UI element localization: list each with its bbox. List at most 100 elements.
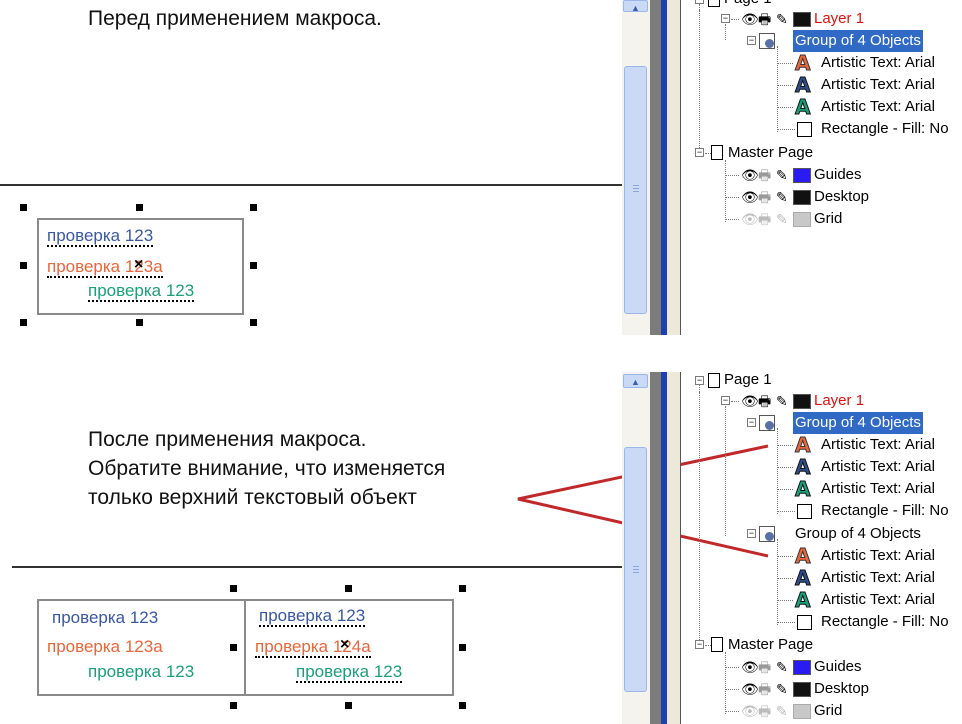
pencil-icon[interactable]: ✎ xyxy=(776,189,788,205)
pencil-icon[interactable]: ✎ xyxy=(776,167,788,183)
artistic-text-icon: A xyxy=(794,455,811,479)
item-label: Artistic Text: Arial xyxy=(821,547,935,564)
tree-item-desktop[interactable]: 👁 🖶 ✎ Desktop xyxy=(681,186,962,208)
tree-item-group[interactable]: − Group of 4 Objects xyxy=(681,30,962,52)
selection-handle[interactable] xyxy=(136,204,143,211)
tree-item-grid[interactable]: 👁 🖶 ✎ Grid xyxy=(681,208,962,230)
eye-icon[interactable]: 👁 xyxy=(741,189,759,205)
selection-handle[interactable] xyxy=(459,585,466,592)
tree-item-group[interactable]: − Group of 4 Objects xyxy=(681,412,962,434)
eye-icon[interactable]: 👁 xyxy=(741,703,759,719)
eye-icon[interactable]: 👁 xyxy=(741,681,759,697)
eye-icon[interactable]: 👁 xyxy=(741,659,759,675)
tree-item-text[interactable]: A Artistic Text: Arial xyxy=(681,74,962,96)
canvas-edge xyxy=(650,372,661,724)
artistic-text-green[interactable]: проверка 123 xyxy=(88,662,194,682)
artistic-text-orange[interactable]: проверка 123a xyxy=(47,257,163,278)
tree-item-master-page[interactable]: − Master Page xyxy=(681,634,962,656)
tree-item-rectangle[interactable]: Rectangle - Fill: No xyxy=(681,611,962,633)
rectangle-object[interactable] xyxy=(37,599,246,696)
rectangle-object[interactable] xyxy=(244,599,454,696)
tree-item-rectangle[interactable]: Rectangle - Fill: No xyxy=(681,500,962,522)
printer-icon[interactable]: 🖶 xyxy=(758,703,772,719)
tree-item-page[interactable]: − Page 1 xyxy=(681,0,962,10)
color-swatch xyxy=(793,660,811,675)
printer-icon[interactable]: 🖶 xyxy=(758,393,772,409)
selection-handle[interactable] xyxy=(459,644,466,651)
pencil-icon[interactable]: ✎ xyxy=(776,681,788,697)
printer-icon[interactable]: 🖶 xyxy=(758,659,772,675)
eye-icon[interactable]: 👁 xyxy=(741,11,759,27)
tree-item-text[interactable]: A Artistic Text: Arial xyxy=(681,478,962,500)
artistic-text-green[interactable]: проверка 123 xyxy=(88,281,195,302)
tree-item-text[interactable]: A Artistic Text: Arial xyxy=(681,52,962,74)
pencil-icon[interactable]: ✎ xyxy=(776,659,788,675)
tree-item-text[interactable]: A Artistic Text: Arial xyxy=(681,434,962,456)
item-label: Guides xyxy=(814,658,862,675)
printer-icon[interactable]: 🖶 xyxy=(758,11,772,27)
printer-icon[interactable]: 🖶 xyxy=(758,189,772,205)
selection-handle[interactable] xyxy=(20,262,27,269)
scrollbar-thumb[interactable] xyxy=(624,447,647,692)
tree-item-layer[interactable]: − 👁 🖶 ✎ Layer 1 xyxy=(681,8,962,30)
text-value: проверка 123 xyxy=(47,226,154,247)
group-icon xyxy=(759,33,775,49)
artistic-text-blue[interactable]: проверка 123 xyxy=(52,608,158,628)
selection-handle[interactable] xyxy=(20,319,27,326)
artistic-text-icon: A xyxy=(794,544,811,568)
artistic-text-orange[interactable]: проверка 123a xyxy=(47,637,163,657)
tree-item-text[interactable]: A Artistic Text: Arial xyxy=(681,567,962,589)
selection-handle[interactable] xyxy=(250,262,257,269)
printer-icon[interactable]: 🖶 xyxy=(758,211,772,227)
selection-handle[interactable] xyxy=(230,585,237,592)
tree-item-text[interactable]: A Artistic Text: Arial xyxy=(681,456,962,478)
tree-item-text[interactable]: A Artistic Text: Arial xyxy=(681,545,962,567)
selection-handle[interactable] xyxy=(345,585,352,592)
scroll-up-button[interactable]: ▲ xyxy=(623,0,648,13)
tree-item-page[interactable]: − Page 1 xyxy=(681,372,962,391)
scrollbar-thumb[interactable] xyxy=(624,66,647,314)
rectangle-object[interactable] xyxy=(37,218,244,315)
pencil-icon[interactable]: ✎ xyxy=(776,11,788,27)
pencil-icon[interactable]: ✎ xyxy=(776,703,788,719)
text-value: проверка 124a xyxy=(255,637,371,658)
artistic-text-orange[interactable]: проверка 124a xyxy=(255,637,371,658)
eye-icon[interactable]: 👁 xyxy=(741,167,759,183)
tree-item-text[interactable]: A Artistic Text: Arial xyxy=(681,96,962,118)
artistic-text-icon: A xyxy=(794,566,811,590)
tree-item-rectangle[interactable]: Rectangle - Fill: No xyxy=(681,118,962,140)
artistic-text-blue[interactable]: проверка 123 xyxy=(259,606,366,627)
page-icon xyxy=(711,637,723,652)
artistic-text-blue[interactable]: проверка 123 xyxy=(47,226,154,247)
tree-item-group[interactable]: − Group of 4 Objects xyxy=(681,523,962,545)
color-swatch xyxy=(793,212,811,227)
tree-item-guides[interactable]: 👁 🖶 ✎ Guides xyxy=(681,164,962,186)
pencil-icon[interactable]: ✎ xyxy=(776,211,788,227)
printer-icon[interactable]: 🖶 xyxy=(758,681,772,697)
selection-handle[interactable] xyxy=(136,319,143,326)
tree-item-layer[interactable]: − 👁 🖶 ✎ Layer 1 xyxy=(681,390,962,412)
selection-handle[interactable] xyxy=(250,319,257,326)
page-icon xyxy=(708,0,720,7)
selection-handle[interactable] xyxy=(20,204,27,211)
eye-icon[interactable]: 👁 xyxy=(741,211,759,227)
group-label: Group of 4 Objects xyxy=(793,412,923,434)
tree-item-text[interactable]: A Artistic Text: Arial xyxy=(681,589,962,611)
eye-icon[interactable]: 👁 xyxy=(741,393,759,409)
selection-handle[interactable] xyxy=(345,702,352,709)
tree-item-guides[interactable]: 👁 🖶 ✎ Guides xyxy=(681,656,962,678)
printer-icon[interactable]: 🖶 xyxy=(758,167,772,183)
tree-item-grid[interactable]: 👁 🖶 ✎ Grid xyxy=(681,700,962,722)
tree-item-desktop[interactable]: 👁 🖶 ✎ Desktop xyxy=(681,678,962,700)
selection-handle[interactable] xyxy=(250,204,257,211)
selection-handle[interactable] xyxy=(459,702,466,709)
scroll-up-button[interactable]: ▲ xyxy=(623,374,648,388)
tree-item-master-page[interactable]: − Master Page xyxy=(681,142,962,164)
page-label: Page 1 xyxy=(724,0,772,10)
caption-after-line1: После применения макроса. xyxy=(88,428,367,451)
selection-handle[interactable] xyxy=(230,644,237,651)
artistic-text-green[interactable]: проверка 123 xyxy=(296,662,403,683)
pencil-icon[interactable]: ✎ xyxy=(776,393,788,409)
selection-handle[interactable] xyxy=(230,702,237,709)
item-label: Artistic Text: Arial xyxy=(821,591,935,608)
